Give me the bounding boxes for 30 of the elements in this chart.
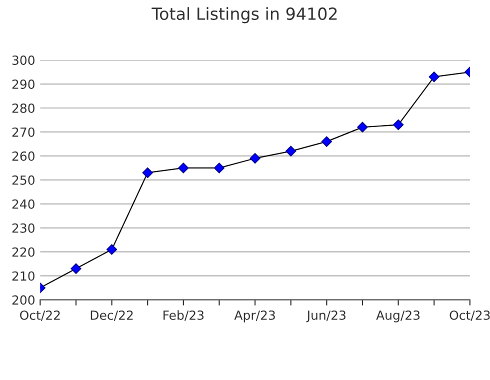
point (250, 153, 260, 164)
y-tick-label: 240 (12, 199, 34, 209)
y-tick-label: 210 (12, 271, 34, 281)
chart-title: Total Listings in 94102 (152, 7, 337, 24)
point (357, 122, 368, 133)
point (286, 146, 296, 156)
x-tick-label: Dec/22 (90, 310, 133, 321)
x-tick-label: Jun/23 (306, 310, 346, 322)
point (70, 263, 82, 274)
y-tick-label: 220 (12, 247, 34, 257)
point (214, 162, 225, 174)
y-tick-label: 230 (12, 223, 34, 233)
point (428, 71, 440, 82)
y-tick-label: 200 (12, 295, 34, 305)
y-tick-label: 290 (12, 79, 34, 89)
x-tick-label: Oct/23 (450, 310, 490, 321)
x-tick-label: Apr/23 (234, 310, 275, 322)
point (178, 162, 189, 174)
x-tick-label: Feb/23 (164, 310, 204, 321)
x-tick-label: Aug/23 (376, 310, 420, 322)
y-tick-label: 280 (12, 103, 34, 113)
point (392, 119, 404, 130)
point (142, 167, 153, 178)
y-tick-label: 250 (12, 175, 34, 185)
y-tick-label: 270 (12, 127, 34, 137)
y-tick-label: 300 (12, 56, 34, 65)
point (321, 136, 332, 147)
y-tick-label: 260 (12, 151, 34, 161)
point (106, 244, 118, 255)
x-tick-label: Oct/22 (20, 310, 60, 321)
